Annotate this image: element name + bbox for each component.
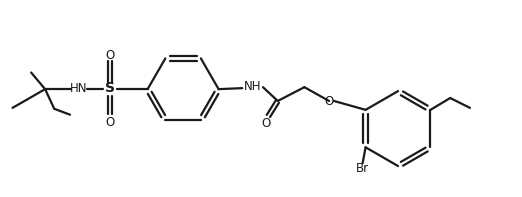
Text: O: O — [324, 96, 334, 109]
Text: HN: HN — [70, 82, 87, 95]
Text: O: O — [262, 117, 270, 130]
Text: O: O — [105, 116, 115, 129]
Text: NH: NH — [243, 80, 261, 93]
Text: Br: Br — [356, 162, 369, 175]
Text: S: S — [105, 81, 115, 95]
Text: O: O — [105, 49, 115, 62]
